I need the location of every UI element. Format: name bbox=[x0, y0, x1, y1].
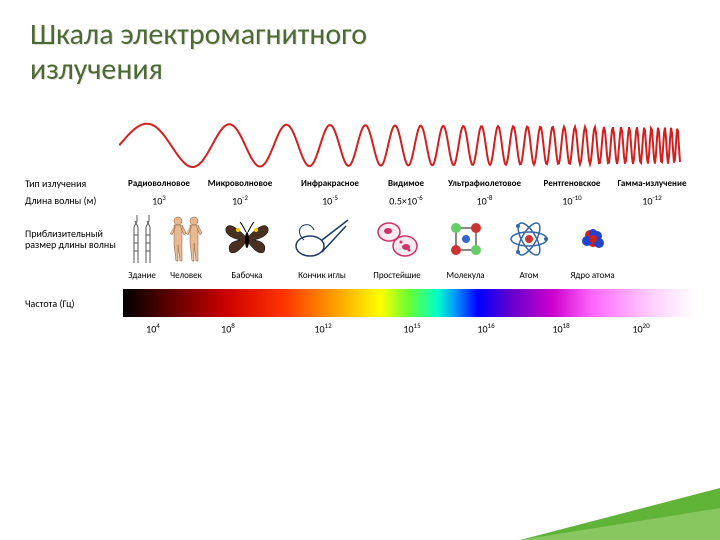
human-icon bbox=[161, 211, 211, 266]
type-radio: Радиоволновое bbox=[123, 178, 195, 189]
type-micro: Микроволновое bbox=[195, 178, 285, 189]
freq-4: 1015 bbox=[373, 321, 451, 335]
size-building: Здание bbox=[123, 270, 161, 281]
spectrum-diagram: Тип излучения Радиоволновое Микроволново… bbox=[25, 118, 695, 340]
protozoa-icon bbox=[361, 211, 433, 266]
needle-icon bbox=[283, 211, 361, 266]
type-gamma: Гамма-излучение bbox=[612, 178, 692, 189]
type-visible: Видимое bbox=[375, 178, 437, 189]
atom-icon bbox=[498, 211, 560, 266]
freq-2: 108 bbox=[183, 321, 273, 335]
freq-label: Частота (Гц) bbox=[25, 298, 123, 309]
size-atom: Атом bbox=[498, 270, 560, 281]
wavelength-row: Длина волны (м) 103 10-2 10-5 0.5×10-6 1… bbox=[25, 193, 695, 207]
radiation-type-row: Тип излучения Радиоволновое Микроволново… bbox=[25, 178, 695, 189]
size-butterfly: Бабочка bbox=[211, 270, 283, 281]
title-line-2: излучения bbox=[30, 51, 163, 88]
wl-uv: 10-8 bbox=[437, 193, 532, 207]
size-protozoa: Простейшие bbox=[361, 270, 433, 281]
butterfly-icon bbox=[211, 211, 283, 266]
wl-micro: 10-2 bbox=[195, 193, 285, 207]
freq-1: 104 bbox=[123, 321, 183, 335]
title-line-1: Шкала электромагнитного bbox=[30, 16, 367, 53]
size-names-row: Здание Человек Бабочка Кончик иглы Прост… bbox=[25, 270, 695, 281]
frequency-bar-row: Частота (Гц) bbox=[25, 289, 695, 317]
type-label: Тип излучения bbox=[25, 178, 123, 189]
size-icons-row: Приблизительный размер длины волны bbox=[25, 211, 695, 266]
freq-3: 1012 bbox=[273, 321, 373, 335]
size-needle: Кончик иглы bbox=[283, 270, 361, 281]
slide-corner-decoration bbox=[520, 488, 720, 540]
wave-curve bbox=[120, 118, 680, 173]
wl-radio: 103 bbox=[123, 193, 195, 207]
nucleus-icon bbox=[560, 211, 625, 266]
wl-visible: 0.5×10-6 bbox=[375, 193, 437, 207]
building-icon bbox=[123, 211, 161, 266]
type-uv: Ультрафиолетовое bbox=[437, 178, 532, 189]
size-human: Человек bbox=[161, 270, 211, 281]
size-nucleus: Ядро атома bbox=[560, 270, 625, 281]
molecule-icon bbox=[433, 211, 498, 266]
slide-title: Шкала электромагнитного излучения bbox=[30, 18, 367, 87]
type-xray: Рентгеновское bbox=[532, 178, 612, 189]
frequency-gradient-bar bbox=[123, 289, 695, 317]
size-molecule: Молекула bbox=[433, 270, 498, 281]
type-ir: Инфракрасное bbox=[285, 178, 375, 189]
freq-5: 1016 bbox=[451, 321, 521, 335]
wavelength-label: Длина волны (м) bbox=[25, 195, 123, 206]
approx-label: Приблизительный размер длины волны bbox=[25, 211, 123, 266]
freq-6: 1018 bbox=[521, 321, 601, 335]
wl-ir: 10-5 bbox=[285, 193, 375, 207]
wl-gamma: 10-12 bbox=[612, 193, 692, 207]
freq-7: 1020 bbox=[601, 321, 681, 335]
wl-xray: 10-10 bbox=[532, 193, 612, 207]
frequency-values-row: 104 108 1012 1015 1016 1018 1020 bbox=[25, 321, 695, 335]
